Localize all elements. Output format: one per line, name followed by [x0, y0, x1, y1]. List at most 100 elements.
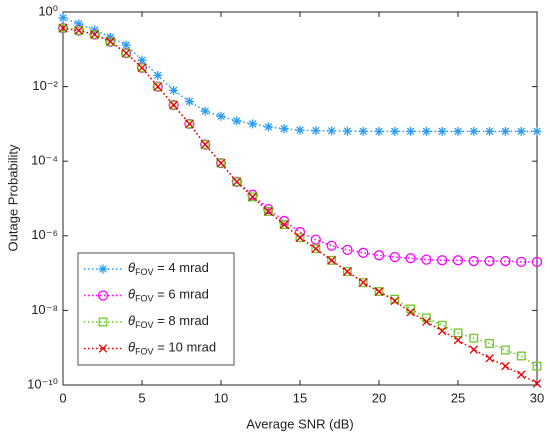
marker — [89, 29, 100, 40]
marker-shape — [484, 255, 495, 267]
marker-stroke — [122, 41, 130, 49]
legend-label: θFOV = 10 mrad — [128, 340, 216, 357]
marker-shape — [137, 63, 147, 73]
marker — [516, 351, 526, 361]
marker-stroke — [533, 127, 541, 136]
x-tick-label: 25 — [451, 390, 465, 405]
y-axis-label: Outage Probability — [5, 144, 20, 251]
marker-shape — [468, 255, 479, 267]
marker — [106, 37, 115, 46]
marker — [200, 140, 210, 149]
marker-shape — [310, 234, 321, 245]
marker — [279, 220, 289, 229]
marker — [532, 126, 542, 136]
x-tick-label: 30 — [530, 390, 544, 405]
marker — [500, 126, 510, 136]
marker — [105, 37, 115, 47]
y-tick-label: 10⁻⁶ — [31, 227, 58, 242]
marker-stroke — [58, 23, 68, 33]
marker-stroke — [295, 233, 305, 242]
marker-stroke — [359, 127, 367, 136]
marker — [469, 126, 479, 136]
x-tick-label: 5 — [138, 390, 145, 405]
marker — [295, 233, 305, 243]
marker-stroke — [121, 48, 131, 58]
marker — [484, 255, 495, 267]
marker-shape — [247, 189, 258, 200]
series-line — [62, 27, 538, 367]
x-tick-label: 20 — [372, 390, 386, 405]
marker — [294, 226, 306, 238]
marker-shape — [90, 30, 100, 39]
marker-shape — [58, 23, 68, 33]
marker-shape — [516, 351, 526, 361]
marker-stroke — [233, 117, 241, 125]
marker-stroke — [264, 123, 273, 131]
marker-stroke — [279, 220, 289, 229]
marker-stroke — [137, 63, 147, 73]
marker-shape — [121, 47, 132, 59]
marker — [248, 192, 257, 202]
marker — [216, 111, 226, 121]
marker-shape — [437, 320, 447, 330]
marker — [310, 234, 321, 245]
marker-shape — [200, 139, 211, 150]
marker — [452, 255, 464, 266]
marker-stroke — [517, 127, 525, 136]
marker-stroke — [390, 296, 400, 306]
marker — [200, 106, 210, 116]
x-tick-label: 0 — [59, 390, 66, 405]
marker-stroke — [311, 244, 321, 253]
marker-shape — [136, 62, 148, 73]
marker — [500, 345, 510, 355]
marker — [231, 176, 242, 187]
marker-shape — [295, 233, 305, 243]
marker — [501, 361, 510, 371]
marker — [516, 126, 526, 136]
marker-shape — [500, 345, 510, 355]
marker-stroke — [327, 256, 336, 265]
marker-shape — [200, 140, 210, 149]
marker-stroke — [185, 119, 194, 129]
marker — [137, 63, 147, 73]
marker-shape — [358, 278, 368, 287]
x-axis-label: Average SNR (dB) — [246, 416, 353, 431]
marker-stroke — [501, 127, 510, 136]
marker-stroke — [532, 379, 542, 388]
marker — [516, 370, 526, 379]
marker — [343, 267, 352, 276]
marker-stroke — [169, 86, 178, 95]
marker-shape — [374, 287, 384, 297]
marker-stroke — [217, 112, 225, 121]
marker — [279, 124, 289, 134]
marker-shape — [405, 253, 416, 264]
marker — [58, 23, 68, 33]
marker-shape — [453, 328, 463, 338]
marker — [248, 119, 258, 129]
marker-shape — [263, 203, 274, 215]
marker — [137, 63, 147, 73]
marker-shape — [326, 240, 337, 251]
marker — [184, 96, 194, 106]
marker-shape — [73, 25, 84, 36]
y-tick-label: 10⁻⁸ — [31, 302, 58, 317]
marker — [421, 254, 432, 265]
marker-shape — [342, 244, 353, 256]
marker — [358, 278, 368, 287]
marker-shape — [248, 192, 258, 202]
marker-shape — [373, 250, 385, 261]
marker-stroke — [469, 345, 479, 354]
marker-shape — [263, 206, 273, 216]
marker — [358, 278, 368, 287]
marker — [453, 335, 463, 345]
marker — [437, 255, 448, 266]
y-tick-label: 10⁻² — [32, 78, 58, 93]
marker — [121, 47, 132, 59]
marker — [168, 99, 179, 111]
marker — [468, 255, 479, 267]
marker-shape — [311, 244, 321, 254]
marker-stroke — [454, 127, 462, 136]
marker-shape — [232, 177, 242, 187]
marker-shape — [216, 158, 226, 168]
marker — [169, 85, 179, 95]
